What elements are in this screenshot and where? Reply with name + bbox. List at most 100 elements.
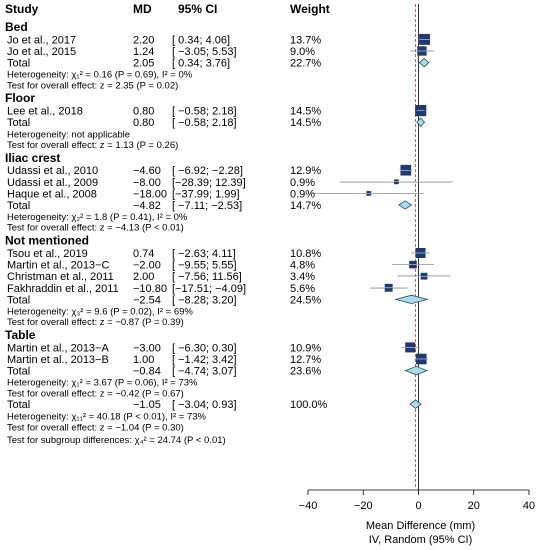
study-ci: [ −7.56; 11.56] — [172, 271, 242, 283]
x-axis-label: Mean Difference (mm) — [366, 520, 475, 532]
study-weight: 13.7% — [290, 34, 321, 46]
subgroup-total-ci: [ −7.11; −2.53] — [172, 200, 242, 212]
study-ci: [ −9.55; 5.55] — [172, 260, 237, 272]
study-md: 1.00 — [133, 354, 154, 366]
study-name: Jo et al., 2017 — [7, 34, 76, 46]
group-label: Not mentioned — [5, 234, 89, 248]
study-weight: 9.0% — [290, 46, 315, 58]
overall-total-label: Total — [7, 399, 30, 411]
group-label: Bed — [5, 20, 28, 34]
study-name: Udassi et al., 2010 — [7, 165, 98, 177]
overall-effect-text: Test for overall effect: z = −4.13 (P < … — [7, 223, 184, 234]
heterogeneity-text: Heterogeneity: not applicable — [7, 129, 130, 140]
study-md: −4.60 — [133, 165, 161, 177]
study-name: Haque et al., 2008 — [7, 188, 97, 200]
study-ci: [ −2.63; 4.11] — [172, 248, 236, 260]
study-weight: 4.8% — [290, 260, 315, 272]
overall-effect-text: Test for overall effect: z = 1.13 (P = 0… — [7, 140, 178, 151]
pooled-diamond — [416, 117, 426, 127]
overall-effect-text: Test for overall effect: z = −1.04 (P = … — [7, 422, 184, 433]
x-axis-sublabel: IV, Random (95% CI) — [369, 534, 473, 546]
study-md: −10.80 — [133, 283, 167, 295]
x-tick-label: 40 — [523, 500, 535, 512]
study-md: 2.00 — [133, 271, 154, 283]
subgroup-total-label: Total — [7, 117, 30, 129]
study-name: Udassi et al., 2009 — [7, 177, 98, 189]
study-weight: 3.4% — [290, 271, 315, 283]
subgroup-total-label: Total — [7, 58, 30, 70]
study-weight: 14.5% — [290, 106, 321, 118]
header-md: MD — [133, 2, 152, 16]
overall-effect-text: Test for overall effect: z = 2.35 (P = 0… — [7, 80, 178, 91]
subgroup-total-weight: 14.5% — [290, 117, 321, 129]
study-md: −2.00 — [133, 260, 161, 272]
study-name: Lee et al., 2018 — [7, 106, 83, 118]
study-name: Tsou et al., 2019 — [7, 248, 88, 260]
subgroup-total-weight: 24.5% — [290, 294, 321, 306]
subgroup-total-md: −2.54 — [133, 294, 161, 306]
study-md: 0.74 — [133, 248, 154, 260]
subgroup-total-weight: 23.6% — [290, 366, 321, 378]
subgroup-total-md: 2.05 — [133, 58, 154, 70]
study-name: Martin et al., 2013−C — [7, 260, 109, 272]
overall-effect-text: Test for overall effect: z = −0.87 (P = … — [7, 317, 184, 328]
study-name: Fakhraddin et al., 2011 — [7, 283, 119, 295]
subgroup-total-ci: [ −8.28; 3.20] — [172, 294, 237, 306]
study-ci: [ −1.42; 3.42] — [172, 354, 237, 366]
study-weight: 10.9% — [290, 342, 321, 354]
overall-heterogeneity-text: Heterogeneity: χ₁₁² = 40.18 (P < 0.01), … — [7, 411, 207, 422]
subgroup-total-md: −4.82 — [133, 200, 161, 212]
study-name: Jo et al., 2015 — [7, 46, 76, 58]
study-md: −3.00 — [133, 342, 161, 354]
x-tick-label: −20 — [354, 500, 373, 512]
study-ci: [ −6.30; 0.30] — [172, 342, 237, 354]
overall-total-md: −1.05 — [133, 399, 161, 411]
subgroup-total-md: −0.84 — [133, 366, 161, 378]
header-study: Study — [5, 2, 39, 16]
study-md: 2.20 — [133, 34, 154, 46]
heterogeneity-text: Heterogeneity: χ₁² = 3.67 (P = 0.06), I²… — [7, 378, 198, 389]
pooled-diamond — [409, 399, 422, 409]
pooled-diamond — [404, 365, 429, 376]
study-name: Martin et al., 2013−B — [7, 354, 109, 366]
subgroup-total-label: Total — [7, 294, 30, 306]
subgroup-total-label: Total — [7, 366, 30, 378]
pooled-diamond — [394, 294, 429, 305]
subgroup-differences-text: Test for subgroup differences: χ₄² = 24.… — [7, 435, 226, 446]
pooled-diamond — [398, 200, 413, 210]
group-label: Floor — [5, 91, 35, 105]
subgroup-total-md: 0.80 — [133, 117, 154, 129]
study-ci: [−17.51; −4.09] — [172, 283, 246, 295]
x-tick-label: 20 — [468, 500, 480, 512]
study-ci: [ −6.92; −2.28] — [172, 165, 243, 177]
heterogeneity-text: Heterogeneity: χ₁² = 0.16 (P = 0.69), I²… — [7, 70, 193, 81]
study-weight: 12.9% — [290, 165, 321, 177]
subgroup-total-ci: [ −4.74; 3.07] — [172, 366, 237, 378]
subgroup-total-weight: 14.7% — [290, 200, 321, 212]
subgroup-total-ci: [ 0.34; 3.76] — [172, 58, 230, 70]
pooled-diamond — [418, 57, 430, 68]
x-tick-label: −40 — [299, 500, 318, 512]
group-label: Table — [5, 328, 36, 342]
x-tick-label: 0 — [415, 500, 421, 512]
header-ci: 95% CI — [178, 2, 217, 16]
study-weight: 5.6% — [290, 283, 315, 295]
study-ci: [−28.39; 12.39] — [172, 177, 246, 189]
study-md: 1.24 — [133, 46, 154, 58]
study-md: 0.80 — [133, 106, 154, 118]
study-weight: 10.8% — [290, 248, 321, 260]
study-ci: [ 0.34; 4.06] — [172, 34, 230, 46]
header-weight: Weight — [290, 2, 330, 16]
overall-total-ci: [ −3.04; 0.93] — [172, 399, 237, 411]
study-name: Christman et al., 2011 — [7, 271, 114, 283]
study-weight: 0.9% — [290, 188, 315, 200]
study-md: −18.00 — [133, 188, 167, 200]
study-weight: 12.7% — [290, 354, 321, 366]
heterogeneity-text: Heterogeneity: χ₂² = 1.8 (P = 0.41), I² … — [7, 212, 188, 223]
study-weight: 0.9% — [290, 177, 315, 189]
subgroup-total-ci: [ −0.58; 2.18] — [172, 117, 237, 129]
subgroup-total-label: Total — [7, 200, 30, 212]
study-ci: [−37.99; 1.99] — [172, 188, 240, 200]
